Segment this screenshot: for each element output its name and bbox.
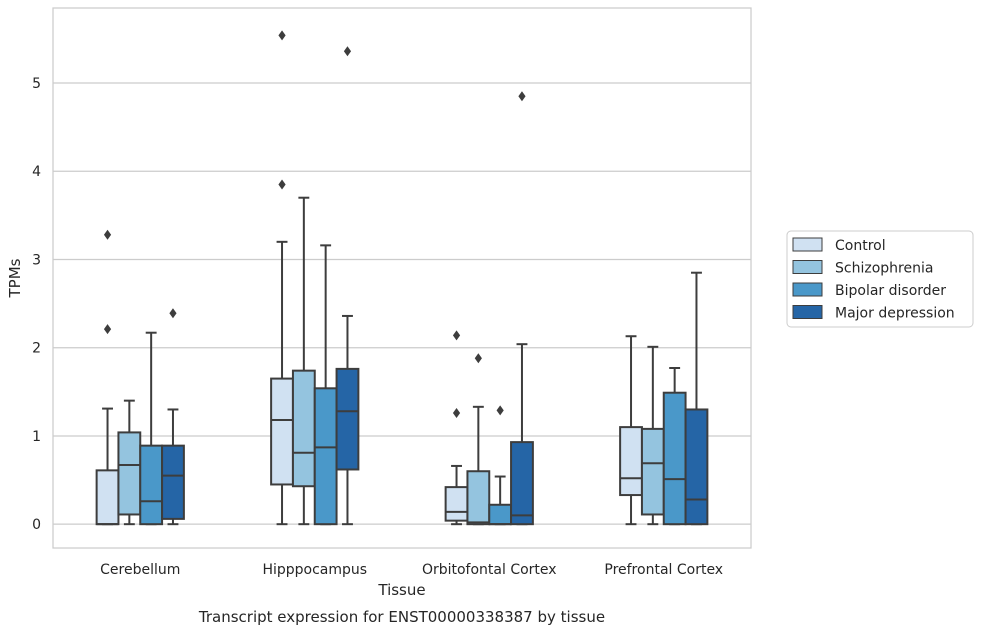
x-tick-label: Hipppocampus: [262, 562, 367, 578]
outlier-point: [343, 46, 352, 57]
outlier-point: [169, 308, 177, 319]
outlier-point: [452, 330, 461, 341]
legend-swatch: [792, 305, 823, 319]
y-axis-title: TPMs: [6, 258, 24, 298]
box-group: [684, 271, 709, 526]
legend-label: Schizophrenia: [835, 261, 933, 277]
x-tick-label: Cerebellum: [100, 562, 180, 578]
y-tick-label: 2: [32, 341, 41, 357]
box: [619, 426, 643, 497]
chart-title: Transcript expression for ENST0000033838…: [198, 608, 605, 626]
legend-label: Major depression: [835, 306, 955, 322]
legend-swatch: [792, 282, 823, 297]
box: [444, 486, 469, 522]
y-tick-labels: 0 1 2 3 4 5: [32, 76, 41, 533]
box: [662, 391, 687, 526]
x-axis-title: Tissue: [377, 581, 425, 599]
box: [161, 444, 185, 520]
box-group: [117, 399, 142, 526]
y-tick-label: 1: [32, 429, 41, 445]
box-groups: [95, 30, 709, 526]
box: [117, 431, 142, 516]
box-group: [510, 91, 534, 526]
box-group: [466, 353, 491, 526]
x-tick-label: Orbitofontal Cortex: [422, 562, 557, 578]
box: [95, 469, 120, 526]
y-tick-label: 0: [32, 517, 41, 533]
box: [466, 470, 491, 526]
box: [510, 441, 534, 526]
box-group: [444, 330, 469, 526]
legend-label: Control: [835, 238, 886, 254]
box: [270, 377, 294, 486]
legend: Control Schizophrenia Bipolar disorder Majo…: [786, 230, 974, 328]
box: [335, 367, 360, 471]
outlier-point: [278, 179, 286, 190]
outlier-point: [103, 324, 112, 335]
y-tick-label: 4: [32, 164, 41, 180]
box: [139, 444, 164, 526]
outlier-point: [496, 405, 504, 416]
x-tick-label: Prefrontal Cortex: [604, 562, 723, 578]
legend-frame: [786, 230, 974, 328]
outlier-point: [278, 30, 286, 41]
y-tick-label: 3: [32, 252, 41, 268]
outlier-point: [474, 353, 482, 364]
box: [313, 387, 338, 526]
box: [684, 408, 709, 526]
box: [488, 503, 513, 526]
x-tick-labels: Cerebellum Hipppocampus Orbitofontal Corte…: [100, 562, 723, 578]
box-group: [161, 308, 185, 526]
box: [291, 369, 316, 488]
legend-swatch: [792, 237, 823, 252]
box-group: [640, 345, 665, 526]
legend-label: Bipolar disorder: [835, 283, 946, 299]
box-group: [291, 196, 316, 526]
outlier-point: [103, 229, 112, 240]
box-group: [335, 46, 360, 526]
y-tick-label: 5: [32, 76, 41, 92]
legend-swatch: [792, 260, 823, 274]
box: [640, 427, 665, 516]
outlier-point: [518, 91, 526, 102]
box-group: [139, 331, 164, 526]
box-group: [662, 367, 687, 526]
outlier-point: [452, 408, 461, 418]
box-group: [95, 229, 120, 526]
